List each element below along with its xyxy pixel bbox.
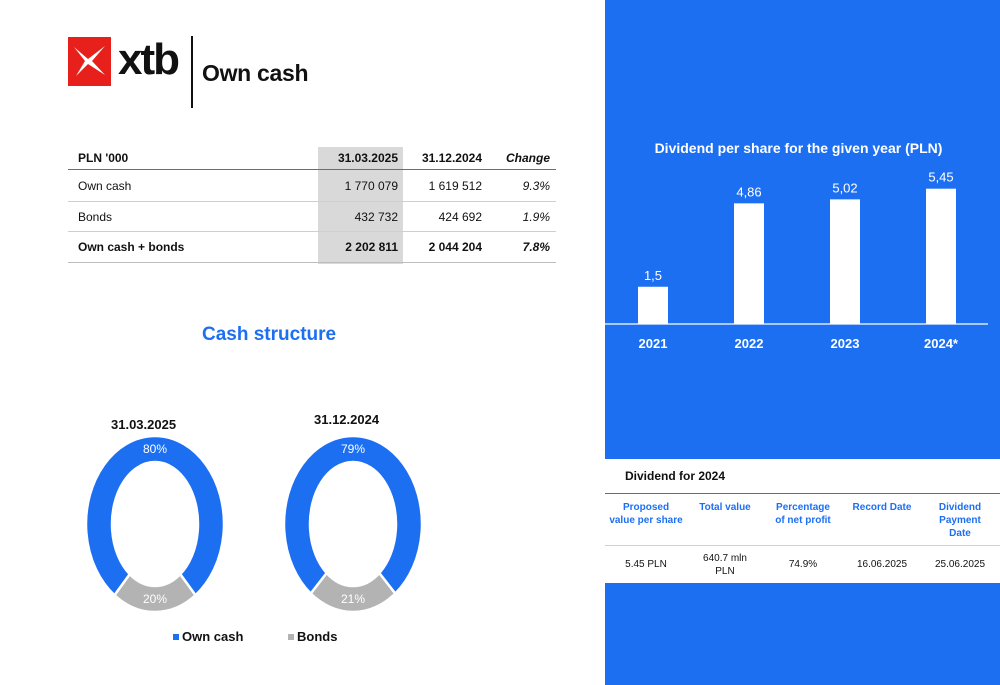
row-value-b: 1 619 512 [428, 178, 482, 193]
dividend-table-title: Dividend for 2024 [625, 469, 726, 483]
table-row: Bonds 432 732 424 692 1.9% [68, 202, 556, 232]
x-tick-label: 2023 [831, 336, 860, 351]
legend-item-own-cash: Own cash [173, 629, 243, 644]
table-header-row: PLN '000 31.03.2025 31.12.2024 Change [68, 147, 556, 170]
dividend-chart-title: Dividend per share for the given year (P… [654, 140, 943, 156]
dividend-header-cell: Proposed value per share [609, 502, 683, 526]
header-change: Change [505, 151, 550, 165]
bar-2021 [638, 286, 668, 324]
donut-value-label: 79% [341, 442, 365, 456]
row-label: Own cash + bonds [78, 240, 185, 254]
row-value-a: 1 770 079 [344, 178, 398, 193]
cash-table: PLN '000 31.03.2025 31.12.2024 Change Ow… [68, 147, 556, 264]
row-change: 9.3% [522, 178, 550, 193]
row-label: Own cash [78, 178, 132, 193]
xtb-logo-mark [68, 37, 111, 86]
header-unit: PLN '000 [78, 151, 129, 165]
highlight-column [318, 147, 403, 264]
x-tick-label: 2024* [924, 336, 959, 351]
cash-structure-title: Cash structure [202, 324, 337, 345]
dividend-panel-footer [605, 583, 1000, 685]
dividend-header-cell: Dividend Payment Date [938, 502, 982, 539]
header-date-b: 31.12.2024 [421, 151, 482, 165]
donut-slice-own-cash [84, 436, 226, 598]
donut-2-title: 31.12.2024 [314, 412, 380, 427]
legend-item-bonds: Bonds [288, 629, 337, 644]
header-date-a: 31.03.2025 [337, 151, 398, 165]
header-divider [191, 36, 193, 108]
donut-value-label: 21% [341, 592, 365, 606]
legend-swatch [173, 633, 179, 640]
donut-chart-2024: 21% 79% [282, 436, 424, 614]
table-row: Own cash 1 770 079 1 619 512 9.3% [68, 170, 556, 202]
x-tick-label: 2022 [735, 336, 764, 351]
row-value-a: 432 732 [354, 209, 398, 224]
row-change: 1.9% [522, 209, 550, 224]
row-value-b: 2 044 204 [428, 240, 482, 254]
bar-value-label: 5,45 [928, 170, 953, 185]
donut-1-title: 31.03.2025 [111, 417, 177, 432]
legend-label: Bonds [297, 629, 338, 644]
x-logo-icon [74, 46, 105, 76]
donut-slice-own-cash [282, 436, 424, 596]
dividend-value-cell: 16.06.2025 [856, 559, 908, 570]
legend-label: Own cash [182, 629, 244, 644]
bar-2022 [734, 203, 764, 324]
bar-2023 [830, 199, 860, 324]
row-value-a: 2 202 811 [345, 240, 398, 254]
row-label: Bonds [78, 209, 113, 224]
bar-value-label: 5,02 [832, 180, 857, 195]
dividend-header-cell: Record Date [852, 502, 912, 513]
row-change: 7.8% [522, 240, 550, 254]
dividend-value-cell: 640.7 mln PLN [703, 553, 747, 577]
bar-value-label: 1,5 [644, 268, 662, 283]
donut-value-label: 80% [143, 442, 167, 456]
bar-value-label: 4,86 [736, 184, 761, 199]
row-value-b: 424 692 [438, 209, 482, 224]
donut-value-label: 20% [143, 592, 167, 606]
dividend-header-cell: Total value [699, 502, 751, 513]
dividend-value-cell: 25.06.2025 [934, 559, 986, 570]
x-tick-label: 2021 [639, 336, 668, 351]
dividend-table: Proposed value per share Total value Percen… [605, 493, 1000, 583]
legend-swatch [288, 633, 294, 640]
bar-2024* [926, 188, 956, 324]
dividend-value-cell: 74.9% [788, 559, 818, 570]
brand-logo-text: xtb [118, 35, 180, 84]
dividend-value-cell: 5.45 PLN [625, 559, 667, 570]
table-row-total: Own cash + bonds 2 202 811 2 044 204 7.8… [68, 232, 556, 263]
row-divider [605, 545, 1000, 546]
dividend-header-cell: Percentage of net profit [775, 502, 831, 526]
page-title: Own cash [202, 60, 309, 86]
donut-chart-2025: 20% 80% [84, 436, 226, 614]
dividend-bar-chart: 1,5 2021 4,86 2022 5,02 2023 5,45 2024* [605, 170, 988, 351]
